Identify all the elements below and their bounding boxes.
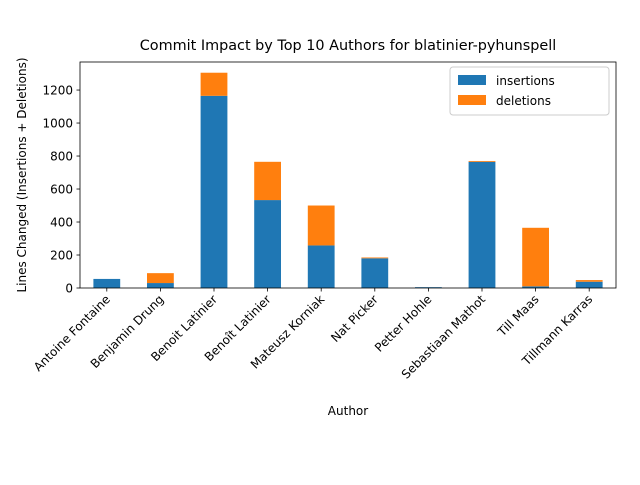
y-tick-label: 1200: [42, 84, 73, 98]
bar-insertions-9: [575, 281, 603, 288]
bar-insertions-8: [522, 286, 549, 288]
bar-insertions-6: [415, 287, 442, 288]
bar-deletions-5: [361, 257, 389, 259]
bar-deletions-4: [307, 205, 335, 246]
bar-insertions-4: [307, 245, 335, 288]
legend-frame: [449, 66, 610, 116]
bar-insertions-2: [200, 95, 228, 288]
legend-label-insertions: insertions: [496, 74, 555, 88]
bar-deletions-7: [468, 160, 496, 162]
x-axis-title: Author: [328, 404, 368, 418]
bar-insertions-1: [147, 283, 174, 288]
y-tick-label: 400: [50, 216, 73, 230]
bar-deletions-9: [575, 280, 603, 282]
bar-insertions-5: [361, 258, 389, 288]
bar-deletions-1: [147, 273, 174, 284]
plot-frame: [79, 61, 617, 289]
y-axis: 0 200 400 600 800 1000 1200: [42, 84, 80, 296]
y-tick-label: 0: [65, 282, 73, 296]
legend-swatch-deletions: [458, 95, 486, 105]
y-tick-label: 600: [50, 183, 73, 197]
legend: insertions deletions: [449, 66, 610, 116]
y-tick-label: 1000: [42, 117, 73, 131]
chart-title: Commit Impact by Top 10 Authors for blat…: [140, 38, 557, 54]
bar-insertions-7: [468, 161, 496, 288]
bars-layer: [93, 72, 603, 288]
legend-label-deletions: deletions: [496, 94, 551, 108]
y-axis-title: Lines Changed (Insertions + Deletions): [15, 57, 29, 292]
y-tick-label: 200: [50, 249, 73, 263]
bar-deletions-2: [200, 72, 228, 96]
legend-swatch-insertions: [458, 75, 486, 85]
bar-insertions-0: [93, 278, 121, 288]
bar-deletions-8: [522, 227, 549, 287]
y-tick-label: 800: [50, 150, 73, 164]
bar-deletions-3: [254, 161, 281, 201]
bar-insertions-3: [254, 200, 281, 288]
